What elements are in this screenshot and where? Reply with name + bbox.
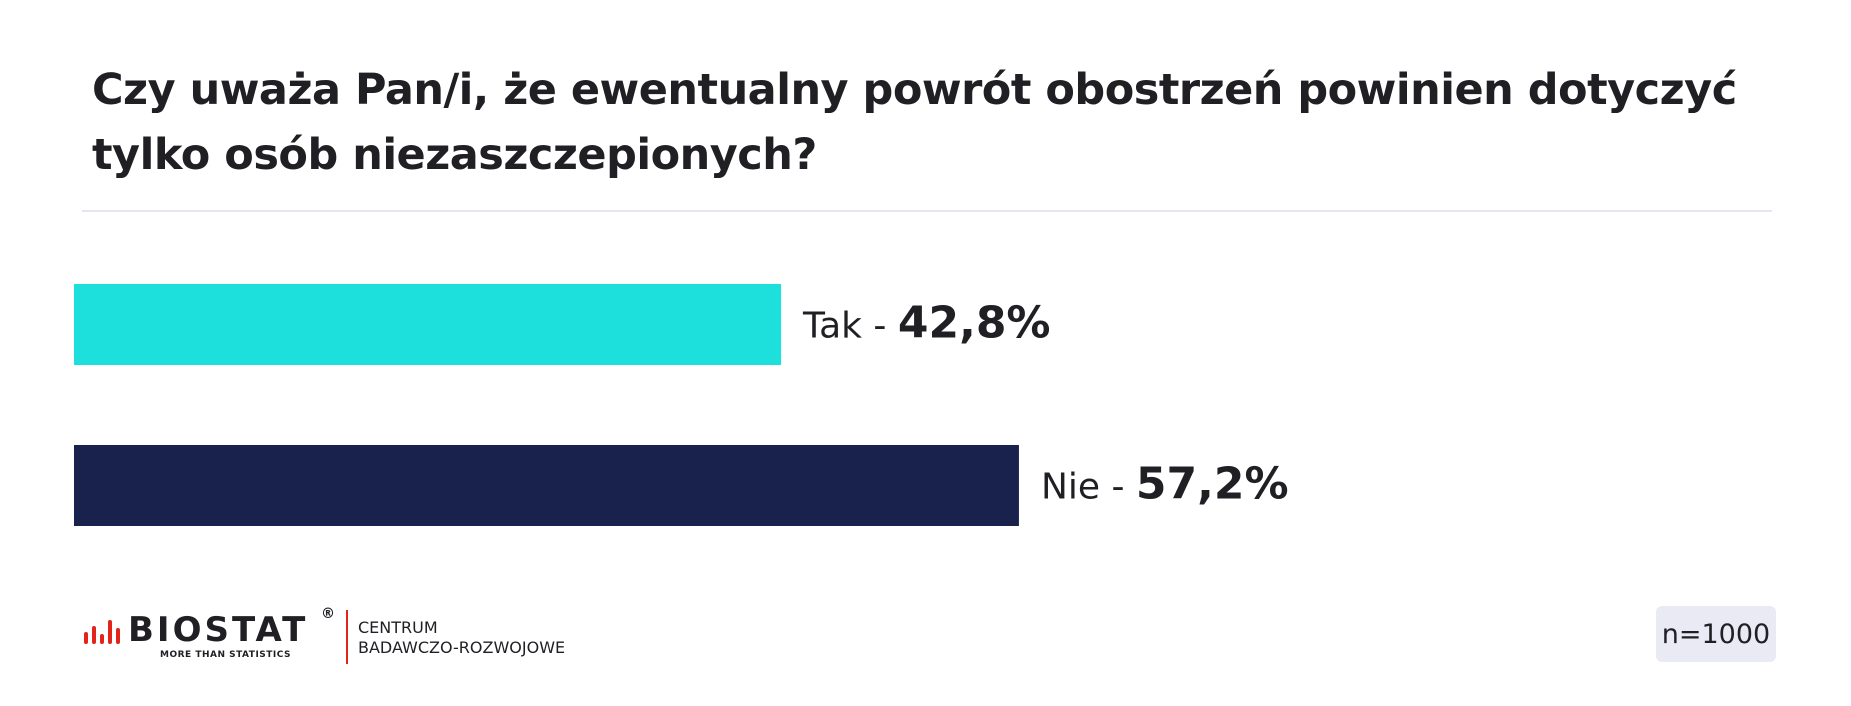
category-label-tak: Tak - bbox=[802, 306, 898, 347]
registered-mark: ® bbox=[321, 606, 335, 622]
chart-title: Czy uważa Pan/i, że ewentualny powrót ob… bbox=[92, 65, 1737, 180]
logo-separator bbox=[346, 610, 348, 664]
brand-name: BIOSTAT bbox=[128, 610, 309, 650]
brand-subtitle-line1: CENTRUM bbox=[358, 618, 438, 637]
bar-tak bbox=[74, 284, 782, 365]
brand-tagline: MORE THAN STATISTICS bbox=[160, 650, 292, 660]
value-label-tak: 42,8% bbox=[898, 298, 1051, 349]
bar-label-nie: Nie - 57,2% bbox=[1041, 459, 1289, 510]
biostat-logo: BIOSTAT ® MORE THAN STATISTICS CENTRUM B… bbox=[84, 606, 604, 666]
category-label-nie: Nie - bbox=[1041, 467, 1136, 508]
sample-size-badge: n=1000 bbox=[1656, 606, 1776, 662]
bar-chart-logo-icon bbox=[84, 620, 120, 644]
value-label-nie: 57,2% bbox=[1136, 459, 1289, 510]
brand-subtitle-line2: BADAWCZO-ROZWOJOWE bbox=[358, 638, 566, 657]
title-divider bbox=[82, 210, 1772, 212]
bar-label-tak: Tak - 42,8% bbox=[802, 298, 1050, 349]
brand-subtitle: CENTRUM BADAWCZO-ROZWOJOWE bbox=[358, 618, 565, 658]
bar-nie bbox=[74, 445, 1019, 526]
